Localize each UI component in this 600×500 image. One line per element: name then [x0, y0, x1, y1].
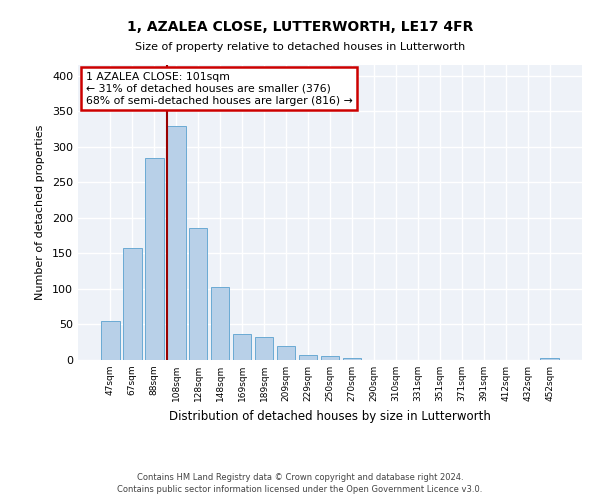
Bar [255, 338, 274, 360]
Bar [167, 126, 185, 360]
Text: Size of property relative to detached houses in Lutterworth: Size of property relative to detached ho… [135, 42, 465, 52]
Bar [299, 355, 317, 360]
Text: 1 AZALEA CLOSE: 101sqm
← 31% of detached houses are smaller (376)
68% of semi-de: 1 AZALEA CLOSE: 101sqm ← 31% of detached… [86, 72, 352, 106]
Bar [277, 346, 295, 360]
Text: 1, AZALEA CLOSE, LUTTERWORTH, LE17 4FR: 1, AZALEA CLOSE, LUTTERWORTH, LE17 4FR [127, 20, 473, 34]
Y-axis label: Number of detached properties: Number of detached properties [35, 125, 45, 300]
X-axis label: Distribution of detached houses by size in Lutterworth: Distribution of detached houses by size … [169, 410, 491, 422]
Bar [233, 334, 251, 360]
Text: Contains public sector information licensed under the Open Government Licence v3: Contains public sector information licen… [118, 485, 482, 494]
Bar [123, 248, 142, 360]
Text: Contains HM Land Registry data © Crown copyright and database right 2024.: Contains HM Land Registry data © Crown c… [137, 472, 463, 482]
Bar [145, 158, 164, 360]
Bar [101, 321, 119, 360]
Bar [541, 358, 559, 360]
Bar [320, 356, 340, 360]
Bar [189, 228, 208, 360]
Bar [211, 287, 229, 360]
Bar [343, 358, 361, 360]
